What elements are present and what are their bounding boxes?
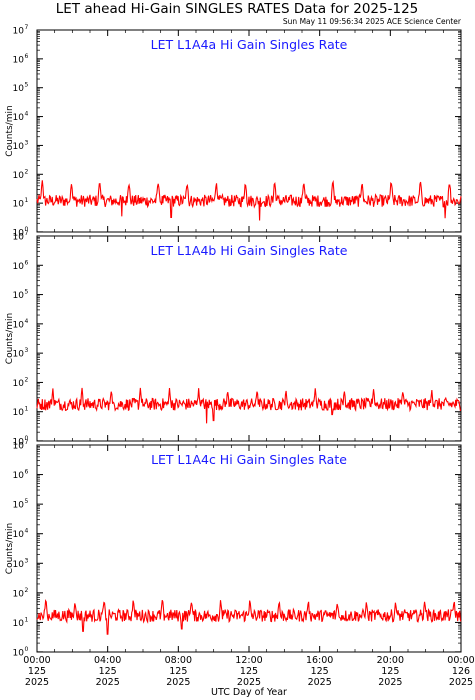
y-tick-label: 10: [13, 437, 25, 447]
y-tick-label: 10: [13, 442, 25, 452]
y-tick-exponent: 5: [25, 498, 29, 505]
y-tick-label: 10: [13, 228, 25, 238]
y-tick-exponent: 6: [25, 469, 29, 476]
y-tick-exponent: 1: [25, 406, 29, 413]
y-tick-exponent: 7: [25, 230, 29, 237]
timestamp: Sun May 11 09:56:34 2025 ACE Science Cen…: [283, 17, 462, 26]
y-tick-exponent: 7: [25, 24, 29, 31]
x-tick-year: 2025: [25, 677, 49, 688]
y-tick-exponent: 5: [25, 82, 29, 89]
x-tick-time: 16:00: [306, 655, 333, 666]
x-tick-day: 125: [311, 666, 329, 677]
panel-title: LET L1A4a Hi Gain Singles Rate: [151, 37, 348, 52]
series-line-1: [36, 598, 462, 635]
x-tick-year: 2025: [449, 677, 473, 688]
x-tick-year: 2025: [96, 677, 120, 688]
y-tick-label: 10: [13, 291, 25, 301]
y-tick-label: 10: [13, 560, 25, 570]
x-tick-year: 2025: [237, 677, 261, 688]
y-tick-label: 10: [13, 55, 25, 65]
x-tick-day: 125: [99, 666, 117, 677]
y-tick-label: 10: [13, 619, 25, 629]
y-tick-label: 10: [13, 171, 25, 181]
x-tick-day: 125: [381, 666, 399, 677]
x-tick-day: 126: [452, 666, 470, 677]
x-tick-time: 20:00: [377, 655, 404, 666]
y-tick-label: 10: [13, 471, 25, 481]
y-tick-exponent: 4: [25, 111, 29, 118]
x-tick-year: 2025: [378, 677, 402, 688]
y-tick-exponent: 6: [25, 53, 29, 60]
y-tick-label: 10: [13, 530, 25, 540]
x-tick-time: 00:00: [23, 655, 50, 666]
y-tick-label: 10: [13, 501, 25, 511]
x-tick-year: 2025: [166, 677, 190, 688]
y-tick-exponent: 3: [25, 139, 29, 146]
y-tick-exponent: 5: [25, 289, 29, 296]
y-tick-exponent: 2: [25, 168, 29, 175]
y-tick-label: 10: [13, 408, 25, 418]
y-tick-label: 10: [13, 84, 25, 94]
y-tick-label: 10: [13, 320, 25, 330]
x-axis: 00:00125202504:00125202508:00125202512:0…: [23, 655, 474, 688]
y-tick-label: 10: [13, 113, 25, 123]
panel-title: LET L1A4c Hi Gain Singles Rate: [151, 452, 347, 467]
y-tick-exponent: 2: [25, 587, 29, 594]
y-tick-label: 10: [13, 200, 25, 210]
y-tick-exponent: 1: [25, 616, 29, 623]
y-tick-label: 10: [13, 589, 25, 599]
x-tick-time: 00:00: [447, 655, 474, 666]
x-tick-day: 125: [169, 666, 187, 677]
y-tick-exponent: 6: [25, 259, 29, 266]
y-axis-label: Counts/min: [5, 523, 15, 574]
y-axis-label: Counts/min: [5, 105, 15, 156]
x-tick-day: 125: [240, 666, 258, 677]
y-tick-exponent: 1: [25, 197, 29, 204]
x-tick-time: 04:00: [94, 655, 121, 666]
y-tick-exponent: 3: [25, 557, 29, 564]
y-tick-exponent: 0: [25, 646, 29, 653]
y-tick-exponent: 0: [25, 226, 29, 233]
y-tick-exponent: 3: [25, 347, 29, 354]
series-line-1: [36, 387, 462, 424]
y-tick-exponent: 0: [25, 435, 29, 442]
y-tick-label: 10: [13, 27, 25, 37]
x-tick-day: 125: [28, 666, 46, 677]
y-tick-label: 10: [13, 648, 25, 658]
y-tick-exponent: 2: [25, 376, 29, 383]
y-tick-label: 10: [13, 233, 25, 243]
series-line-1: [36, 179, 462, 221]
y-tick-label: 10: [13, 142, 25, 152]
y-tick-exponent: 7: [25, 439, 29, 446]
x-tick-time: 08:00: [165, 655, 192, 666]
y-axis-label: Counts/min: [5, 313, 15, 364]
y-tick-label: 10: [13, 379, 25, 389]
y-tick-exponent: 4: [25, 528, 29, 535]
y-tick-exponent: 4: [25, 318, 29, 325]
chart-title: LET ahead Hi-Gain SINGLES RATES Data for…: [56, 1, 419, 17]
y-tick-label: 10: [13, 262, 25, 272]
x-tick-time: 12:00: [235, 655, 262, 666]
x-tick-year: 2025: [308, 677, 332, 688]
x-axis-label: UTC Day of Year: [211, 687, 287, 698]
plot-frame: [36, 235, 462, 442]
y-tick-label: 10: [13, 350, 25, 360]
panel-title: LET L1A4b Hi Gain Singles Rate: [151, 243, 348, 258]
